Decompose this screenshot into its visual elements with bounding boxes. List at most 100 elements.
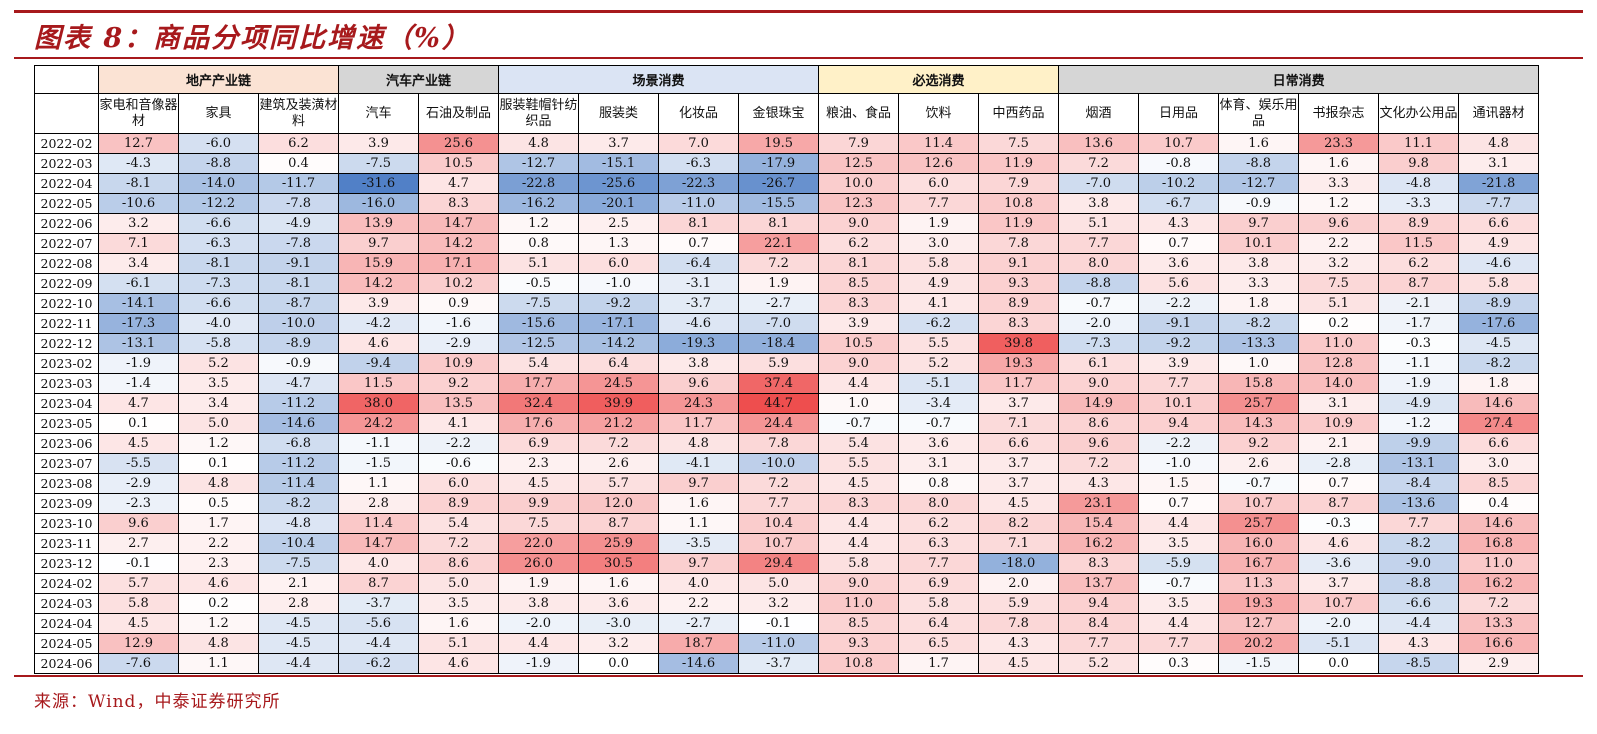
value-cell: 8.1 bbox=[658, 213, 740, 234]
value-cell: 14.0 bbox=[1298, 373, 1380, 394]
value-cell: 19.5 bbox=[738, 133, 820, 154]
value-cell: 1.8 bbox=[1458, 373, 1540, 394]
value-cell: 4.4 bbox=[1138, 513, 1220, 534]
value-cell: 12.0 bbox=[578, 493, 660, 514]
value-cell: -7.5 bbox=[257, 553, 340, 574]
row-date: 2022-07 bbox=[34, 233, 99, 254]
value-cell: 11.4 bbox=[898, 133, 980, 154]
value-cell: -12.7 bbox=[1218, 173, 1300, 194]
value-cell: -9.4 bbox=[338, 353, 420, 374]
value-cell: 3.7 bbox=[1298, 573, 1380, 594]
value-cell: 7.8 bbox=[978, 233, 1060, 254]
value-cell: 5.0 bbox=[178, 413, 259, 434]
corner-cell bbox=[34, 93, 99, 134]
value-cell: 0.7 bbox=[1298, 473, 1380, 494]
value-cell: -6.7 bbox=[1138, 193, 1220, 214]
table-row: 2023-03 -1.4 3.5 -4.7 11.5 9.2 17.7 24.5 9.6 37.4… bbox=[34, 373, 1540, 394]
value-cell: 7.5 bbox=[1298, 273, 1380, 294]
value-cell: -3.6 bbox=[1298, 553, 1380, 574]
value-cell: 8.1 bbox=[818, 253, 900, 274]
value-cell: -6.6 bbox=[178, 213, 259, 234]
value-cell: 8.3 bbox=[978, 313, 1060, 334]
value-cell: -8.1 bbox=[178, 253, 259, 274]
value-cell: -16.0 bbox=[338, 193, 420, 214]
value-cell: 6.9 bbox=[898, 573, 980, 594]
table-row: 2023-11 2.7 2.2 -10.4 14.7 7.2 22.0 25.9 -3.5 10.… bbox=[34, 533, 1540, 554]
value-cell: 10.5 bbox=[818, 333, 900, 354]
value-cell: 3.8 bbox=[1218, 253, 1300, 274]
value-cell: 7.7 bbox=[1138, 633, 1220, 654]
value-cell: -4.6 bbox=[658, 313, 740, 334]
column-header: 化妆品 bbox=[658, 93, 740, 134]
value-cell: 6.2 bbox=[1378, 253, 1460, 274]
value-cell: 8.3 bbox=[418, 193, 500, 214]
value-cell: -6.3 bbox=[658, 153, 740, 174]
column-header: 汽车 bbox=[338, 93, 420, 134]
value-cell: -1.7 bbox=[1378, 313, 1460, 334]
value-cell: 13.7 bbox=[1058, 573, 1140, 594]
value-cell: 0.2 bbox=[1298, 313, 1380, 334]
value-cell: 19.3 bbox=[978, 353, 1060, 374]
value-cell: 6.5 bbox=[898, 633, 980, 654]
value-cell: 39.9 bbox=[578, 393, 660, 414]
column-header: 服装鞋帽针纺织品 bbox=[498, 93, 580, 134]
group-header: 场景消费 bbox=[498, 65, 820, 94]
value-cell: -1.5 bbox=[338, 453, 420, 474]
value-cell: 11.1 bbox=[1378, 133, 1460, 154]
value-cell: 7.1 bbox=[978, 533, 1060, 554]
column-header: 文化办公用品 bbox=[1378, 93, 1460, 134]
value-cell: -11.2 bbox=[257, 453, 340, 474]
value-cell: -5.6 bbox=[338, 613, 420, 634]
value-cell: 5.0 bbox=[738, 573, 820, 594]
value-cell: 3.9 bbox=[1138, 353, 1220, 374]
value-cell: 8.0 bbox=[1058, 253, 1140, 274]
value-cell: 9.3 bbox=[818, 633, 900, 654]
value-cell: -13.3 bbox=[1218, 333, 1300, 354]
value-cell: 9.1 bbox=[978, 253, 1060, 274]
value-cell: -12.5 bbox=[498, 333, 580, 354]
value-cell: -26.7 bbox=[738, 173, 820, 194]
value-cell: -4.4 bbox=[1378, 613, 1460, 634]
value-cell: -11.4 bbox=[257, 473, 340, 494]
value-cell: -14.6 bbox=[257, 413, 340, 434]
value-cell: -8.4 bbox=[1378, 473, 1460, 494]
table-row: 2023-07 -5.5 0.1 -11.2 -1.5 -0.6 2.3 2.6 -4.1 -10… bbox=[34, 453, 1540, 474]
value-cell: -7.8 bbox=[257, 233, 340, 254]
value-cell: 6.0 bbox=[418, 473, 500, 494]
value-cell: 4.5 bbox=[98, 613, 179, 634]
value-cell: -4.9 bbox=[257, 213, 340, 234]
value-cell: 4.6 bbox=[418, 653, 500, 674]
value-cell: 4.6 bbox=[338, 333, 420, 354]
value-cell: 6.9 bbox=[498, 433, 580, 454]
value-cell: 3.6 bbox=[1138, 253, 1220, 274]
value-cell: 3.4 bbox=[178, 393, 259, 414]
row-date: 2022-05 bbox=[34, 193, 99, 214]
value-cell: 12.5 bbox=[818, 153, 900, 174]
value-cell: 6.0 bbox=[578, 253, 660, 274]
value-cell: 11.5 bbox=[338, 373, 420, 394]
row-date: 2023-02 bbox=[34, 353, 99, 374]
value-cell: -4.3 bbox=[98, 153, 179, 174]
table-row: 2023-10 9.6 1.7 -4.8 11.4 5.4 7.5 8.7 1.1 10.4 4.4… bbox=[34, 513, 1540, 534]
value-cell: 3.0 bbox=[1458, 453, 1540, 474]
value-cell: 4.5 bbox=[498, 473, 580, 494]
table-row: 2024-04 4.5 1.2 -4.5 -5.6 1.6 -2.0 -3.0 -2.7 -0.1… bbox=[34, 613, 1540, 634]
value-cell: -8.9 bbox=[257, 333, 340, 354]
table-row: 2024-03 5.8 0.2 2.8 -3.7 3.5 3.8 3.6 2.2 3.2 11.0 5… bbox=[34, 593, 1540, 614]
value-cell: 25.7 bbox=[1218, 393, 1300, 414]
value-cell: 6.1 bbox=[1058, 353, 1140, 374]
value-cell: -11.0 bbox=[738, 633, 820, 654]
value-cell: 11.9 bbox=[978, 153, 1060, 174]
value-cell: 6.2 bbox=[818, 233, 900, 254]
value-cell: -6.1 bbox=[98, 273, 179, 294]
value-cell: 4.8 bbox=[178, 633, 259, 654]
value-cell: 0.5 bbox=[178, 493, 259, 514]
corner-cell bbox=[34, 65, 99, 94]
title-rule bbox=[14, 57, 1583, 59]
value-cell: 24.2 bbox=[338, 413, 420, 434]
value-cell: 8.5 bbox=[1458, 473, 1540, 494]
table-row: 2023-08 -2.9 4.8 -11.4 1.1 6.0 4.5 5.7 9.7 7.2 4.5… bbox=[34, 473, 1540, 494]
value-cell: 5.2 bbox=[178, 353, 259, 374]
column-header: 家电和音像器材 bbox=[98, 93, 179, 134]
value-cell: 11.5 bbox=[1378, 233, 1460, 254]
